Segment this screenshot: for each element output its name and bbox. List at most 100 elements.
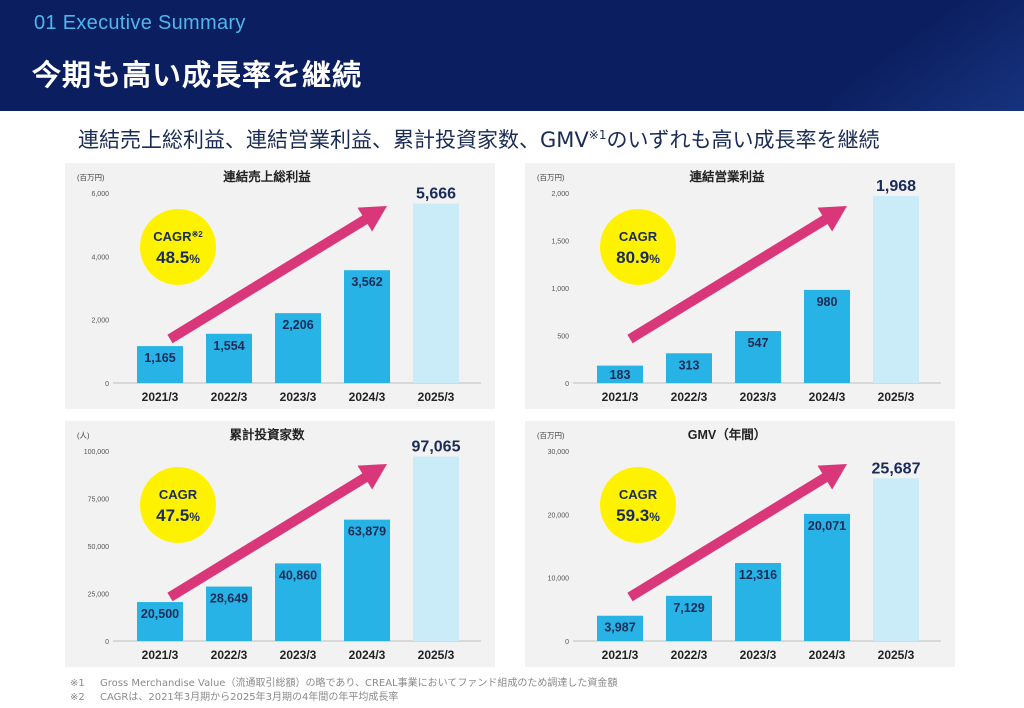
chart-4: GMV（年間） (百万円) 0 10,000 20,000 30,000 3,987 2021… <box>537 427 941 662</box>
growth-arrow-head <box>357 206 387 232</box>
footnote-2-mark: ※2 <box>70 692 85 703</box>
cagr-footnote-mark: ※2 <box>192 230 204 239</box>
x-tick-label: 2025/3 <box>878 648 915 662</box>
y-tick-label: 4,000 <box>91 254 109 261</box>
cagr-value: 80.9% <box>616 248 660 267</box>
bar-value-label: 980 <box>817 295 838 309</box>
y-tick-label: 500 <box>557 334 569 341</box>
y-tick-label: 1,500 <box>551 239 569 246</box>
x-tick-label: 2021/3 <box>602 390 639 404</box>
bar-value-label: 1,165 <box>144 351 175 365</box>
footnote-1-mark: ※1 <box>70 678 85 689</box>
x-tick-label: 2023/3 <box>740 390 777 404</box>
bar-2021/3 <box>597 615 643 641</box>
chart-unit: (百万円) <box>537 431 565 440</box>
footnotes: ※1 Gross Merchandise Value（流通取引総額）の略であり、C… <box>70 677 617 705</box>
y-tick-label: 10,000 <box>548 576 570 583</box>
x-tick-label: 2022/3 <box>211 390 248 404</box>
y-tick-label: 0 <box>105 639 109 646</box>
y-tick-label: 50,000 <box>88 544 110 551</box>
footnote-1: ※1 Gross Merchandise Value（流通取引総額）の略であり、C… <box>70 677 617 691</box>
headline-suffix: のいずれも高い成長率を継続 <box>606 128 880 152</box>
bar-value-label: 20,500 <box>141 607 179 621</box>
x-tick-label: 2021/3 <box>602 648 639 662</box>
bar-value-label: 183 <box>610 368 631 382</box>
summary-headline: 連結売上総利益、連結営業利益、累計投資家数、GMV※1のいずれも高い成長率を継続 <box>78 124 879 154</box>
bar-value-label: 313 <box>679 358 700 372</box>
headline-text: 連結売上総利益、連結営業利益、累計投資家数、GMV <box>78 128 589 152</box>
bar-2025/3 <box>873 478 919 641</box>
bar-value-label: 40,860 <box>279 568 317 582</box>
y-tick-label: 1,000 <box>551 286 569 293</box>
y-tick-label: 2,000 <box>91 318 109 325</box>
bar-2022/3 <box>206 586 252 641</box>
x-tick-label: 2023/3 <box>280 648 317 662</box>
section-subtitle: 01 Executive Summary <box>34 12 246 34</box>
growth-arrow-shaft <box>167 469 374 602</box>
y-tick-label: 6,000 <box>91 191 109 198</box>
header-decoration <box>809 0 1024 111</box>
bar-2022/3 <box>666 353 712 383</box>
x-tick-label: 2023/3 <box>740 648 777 662</box>
cagr-label: CAGR <box>159 487 198 502</box>
footnote-1-text: Gross Merchandise Value（流通取引総額）の略であり、CRE… <box>100 678 618 689</box>
growth-arrow-shaft <box>167 211 374 344</box>
bar-2023/3 <box>275 563 321 641</box>
x-tick-label: 2024/3 <box>349 648 386 662</box>
bar-value-label: 3,562 <box>351 275 382 289</box>
chart-title: 累計投資家数 <box>229 427 305 442</box>
cagr-badge <box>600 467 676 543</box>
bar-value-label: 547 <box>748 336 769 350</box>
cagr-badge <box>140 209 216 285</box>
bar-2023/3 <box>275 313 321 383</box>
bar-value-label: 5,666 <box>416 186 456 203</box>
growth-arrow-head <box>817 464 847 490</box>
x-tick-label: 2022/3 <box>671 648 708 662</box>
cagr-label: CAGR <box>619 487 658 502</box>
y-tick-label: 0 <box>105 381 109 388</box>
x-tick-label: 2021/3 <box>142 648 179 662</box>
bar-2024/3 <box>344 270 390 383</box>
bar-2023/3 <box>735 331 781 383</box>
cagr-value: 48.5% <box>156 248 200 267</box>
page-title: 今期も高い成長率を継続 <box>32 58 363 92</box>
chart-1: 連結売上総利益 (百万円) 0 2,000 4,000 6,000 1,165 2021/3 1… <box>77 169 481 404</box>
x-tick-label: 2024/3 <box>809 390 846 404</box>
bar-2024/3 <box>344 519 390 641</box>
chart-panel-operating-profit: 連結営業利益 (百万円) 0 500 1,000 1,500 2,000 183 2021/3 3… <box>525 163 955 409</box>
x-tick-label: 2021/3 <box>142 390 179 404</box>
bar-2025/3 <box>413 203 459 383</box>
growth-arrow-shaft <box>627 211 834 344</box>
growth-arrow-head <box>357 464 387 490</box>
x-tick-label: 2022/3 <box>211 648 248 662</box>
bar-2021/3 <box>137 346 183 383</box>
x-tick-label: 2023/3 <box>280 390 317 404</box>
chart-3: 累計投資家数 (人) 0 25,000 50,000 75,000 100,000 20,50… <box>77 427 481 662</box>
x-tick-label: 2024/3 <box>809 648 846 662</box>
cagr-badge <box>600 209 676 285</box>
chart-title: GMV（年間） <box>688 427 766 442</box>
bar-value-label: 3,987 <box>604 621 635 635</box>
x-tick-label: 2025/3 <box>878 390 915 404</box>
bar-2024/3 <box>804 513 850 641</box>
bar-value-label: 63,879 <box>348 525 386 539</box>
cagr-value: 47.5% <box>156 506 200 525</box>
bar-2022/3 <box>666 595 712 641</box>
chart-2: 連結営業利益 (百万円) 0 500 1,000 1,500 2,000 183 2021/3 3… <box>537 169 941 404</box>
bar-value-label: 97,065 <box>412 439 461 456</box>
chart-panel-investors: 累計投資家数 (人) 0 25,000 50,000 75,000 100,000 20,50… <box>65 421 495 667</box>
headline-footnote-mark: ※1 <box>588 128 607 142</box>
footnote-2: ※2 CAGRは、2021年3月期から2025年3月期の4年間の年平均成長率 <box>70 691 617 705</box>
growth-arrow-head <box>817 206 847 232</box>
chart-unit: (百万円) <box>537 173 565 182</box>
y-tick-label: 25,000 <box>88 592 110 599</box>
chart-title: 連結売上総利益 <box>223 169 311 184</box>
bar-value-label: 12,316 <box>739 568 777 582</box>
y-tick-label: 0 <box>565 381 569 388</box>
y-tick-label: 30,000 <box>548 449 570 456</box>
footnote-2-text: CAGRは、2021年3月期から2025年3月期の4年間の年平均成長率 <box>100 692 399 703</box>
chart-unit: (百万円) <box>77 173 105 182</box>
x-tick-label: 2025/3 <box>418 390 455 404</box>
chart-panel-gmv: GMV（年間） (百万円) 0 10,000 20,000 30,000 3,987 2021… <box>525 421 955 667</box>
header-banner: 01 Executive Summary 今期も高い成長率を継続 <box>0 0 1024 111</box>
